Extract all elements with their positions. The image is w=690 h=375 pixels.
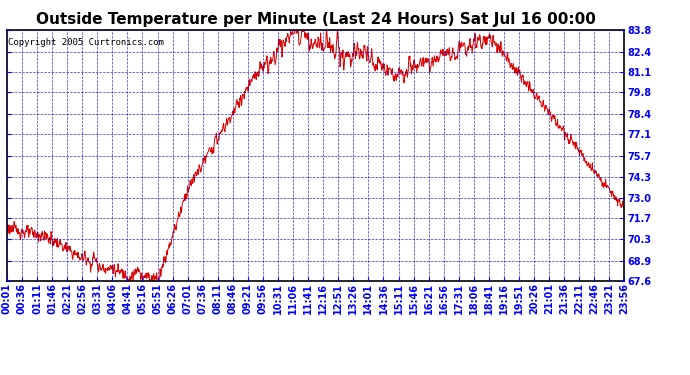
Title: Outside Temperature per Minute (Last 24 Hours) Sat Jul 16 00:00: Outside Temperature per Minute (Last 24 … [36, 12, 595, 27]
Text: Copyright 2005 Curtronics.com: Copyright 2005 Curtronics.com [8, 38, 164, 46]
